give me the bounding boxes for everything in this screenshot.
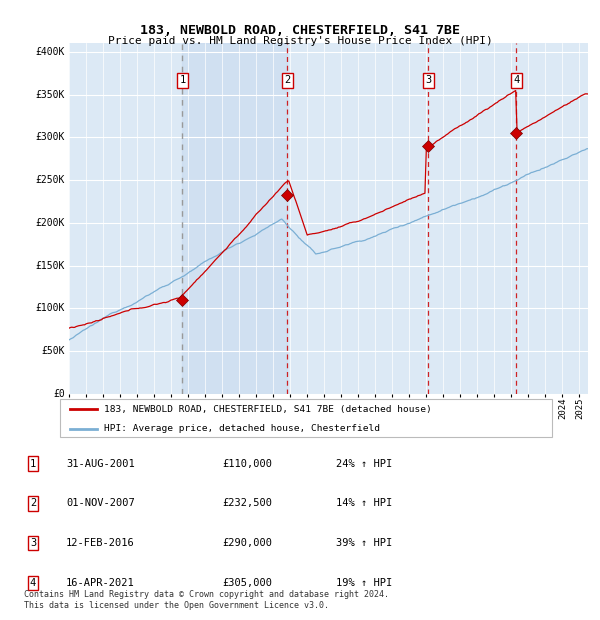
Text: 183, NEWBOLD ROAD, CHESTERFIELD, S41 7BE: 183, NEWBOLD ROAD, CHESTERFIELD, S41 7BE — [140, 24, 460, 37]
Text: This data is licensed under the Open Government Licence v3.0.: This data is licensed under the Open Gov… — [24, 601, 329, 611]
Text: 2: 2 — [284, 75, 290, 85]
Text: 1: 1 — [179, 75, 185, 85]
Text: £300K: £300K — [35, 133, 65, 143]
Text: 4: 4 — [513, 75, 520, 85]
Text: £50K: £50K — [41, 346, 65, 356]
Text: 4: 4 — [30, 578, 36, 588]
Text: £100K: £100K — [35, 303, 65, 313]
Text: £110,000: £110,000 — [222, 459, 272, 469]
Text: £232,500: £232,500 — [222, 498, 272, 508]
Text: 01-NOV-2007: 01-NOV-2007 — [66, 498, 135, 508]
Text: 12-FEB-2016: 12-FEB-2016 — [66, 538, 135, 548]
Text: £400K: £400K — [35, 47, 65, 57]
Text: Contains HM Land Registry data © Crown copyright and database right 2024.: Contains HM Land Registry data © Crown c… — [24, 590, 389, 600]
Text: £150K: £150K — [35, 260, 65, 270]
Text: 14% ↑ HPI: 14% ↑ HPI — [336, 498, 392, 508]
Text: 39% ↑ HPI: 39% ↑ HPI — [336, 538, 392, 548]
Text: 1: 1 — [30, 459, 36, 469]
Text: 31-AUG-2001: 31-AUG-2001 — [66, 459, 135, 469]
Text: £350K: £350K — [35, 90, 65, 100]
Text: £290,000: £290,000 — [222, 538, 272, 548]
Text: Price paid vs. HM Land Registry's House Price Index (HPI): Price paid vs. HM Land Registry's House … — [107, 36, 493, 46]
Text: 183, NEWBOLD ROAD, CHESTERFIELD, S41 7BE (detached house): 183, NEWBOLD ROAD, CHESTERFIELD, S41 7BE… — [104, 405, 432, 414]
Bar — [182, 43, 287, 394]
Text: 16-APR-2021: 16-APR-2021 — [66, 578, 135, 588]
Text: 24% ↑ HPI: 24% ↑ HPI — [336, 459, 392, 469]
Text: 2: 2 — [30, 498, 36, 508]
Text: 19% ↑ HPI: 19% ↑ HPI — [336, 578, 392, 588]
Text: £305,000: £305,000 — [222, 578, 272, 588]
Text: £0: £0 — [53, 389, 65, 399]
Text: HPI: Average price, detached house, Chesterfield: HPI: Average price, detached house, Ches… — [104, 424, 380, 433]
Text: 3: 3 — [30, 538, 36, 548]
Text: 3: 3 — [425, 75, 431, 85]
Text: £200K: £200K — [35, 218, 65, 228]
Text: £250K: £250K — [35, 175, 65, 185]
